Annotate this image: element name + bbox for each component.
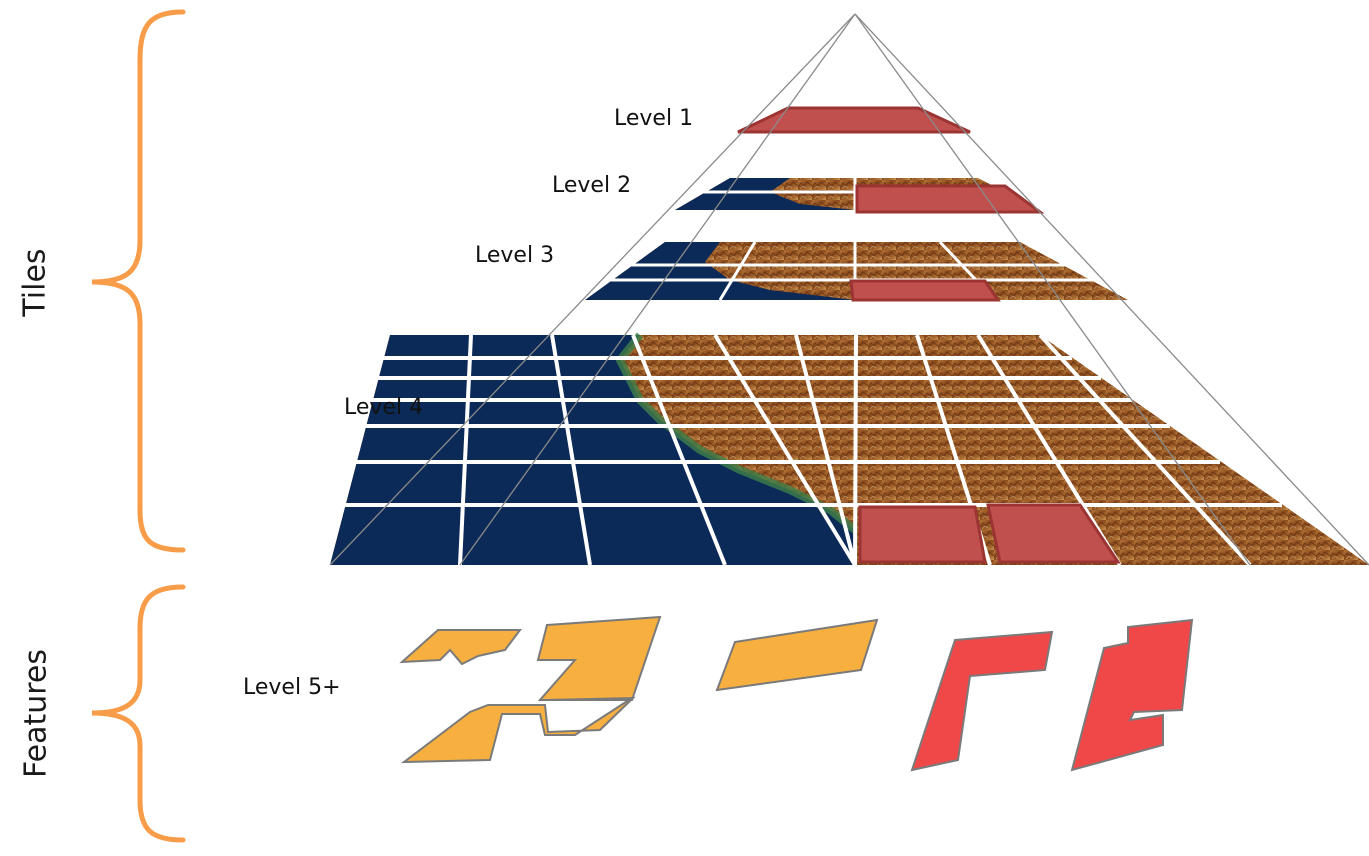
selected-tile-level4-a xyxy=(858,505,987,564)
feature-red-1 xyxy=(910,630,1054,772)
selected-tile-level3 xyxy=(849,279,1001,302)
selected-tile-level1 xyxy=(737,106,971,134)
tiles-label: Tiles xyxy=(17,248,53,317)
level-5-label: Level 5+ xyxy=(243,675,341,700)
feature-shapes-orange xyxy=(399,615,879,764)
level-1-label: Level 1 xyxy=(614,106,694,131)
level-4-plane xyxy=(330,332,1369,567)
level-4-label: Level 4 xyxy=(344,395,424,420)
level-3-plane xyxy=(585,240,1128,302)
tiles-brace-icon xyxy=(91,9,186,553)
feature-orange-2 xyxy=(536,615,662,701)
feature-orange-1 xyxy=(399,629,522,666)
feature-orange-4 xyxy=(715,618,879,692)
feature-red-2 xyxy=(1070,618,1194,772)
selected-tile-level2 xyxy=(855,184,1045,214)
features-brace-icon xyxy=(91,584,186,843)
feature-shapes-red xyxy=(910,618,1194,772)
features-label: Features xyxy=(18,649,54,778)
feature-orange-3 xyxy=(400,696,636,764)
level-3-label: Level 3 xyxy=(475,243,555,268)
selected-tile-level4-b xyxy=(986,503,1121,564)
pyramid-edges xyxy=(329,13,1369,566)
level-2-label: Level 2 xyxy=(552,173,632,198)
